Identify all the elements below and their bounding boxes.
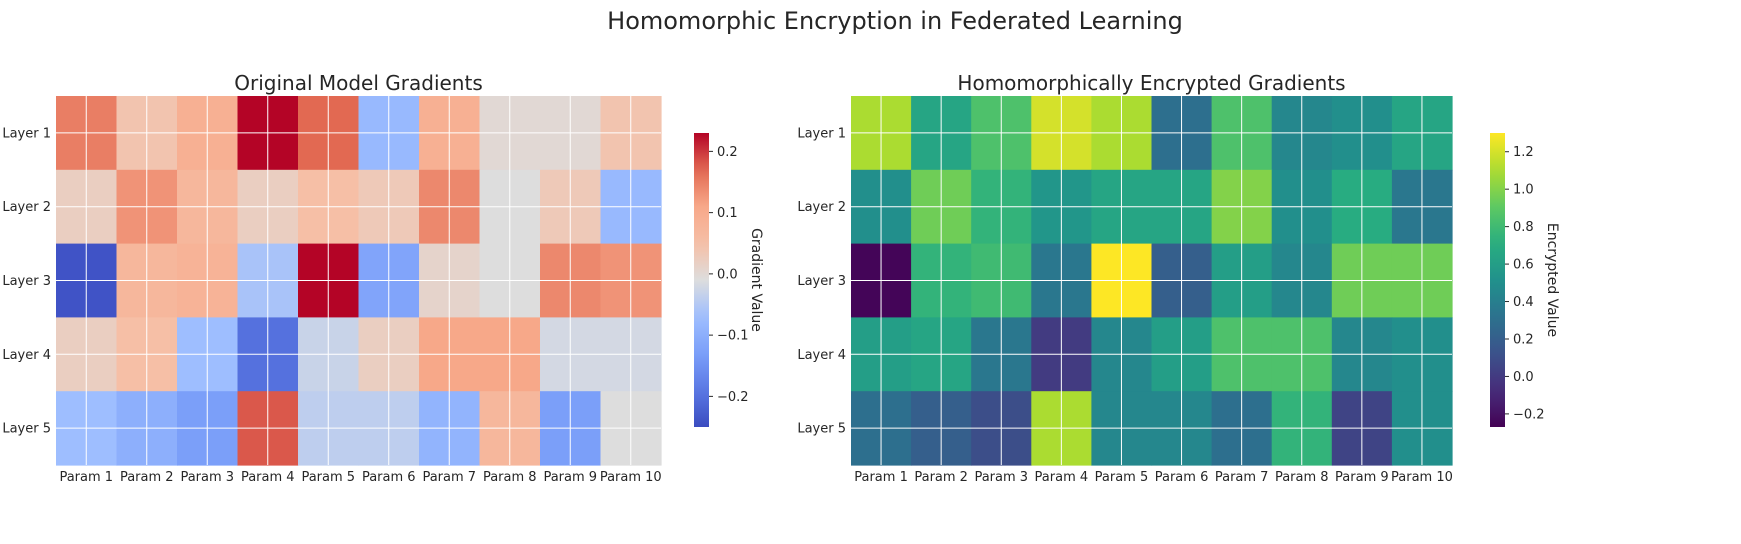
y-tick-label: Layer 4	[2, 348, 51, 363]
colorbar-tick-label: 0.1	[717, 206, 738, 221]
x-tick-label: Param 3	[974, 470, 1028, 485]
x-tick-label: Param 1	[854, 470, 908, 485]
colorbar-gradient	[1490, 133, 1505, 427]
x-tick-label: Param 4	[241, 470, 295, 485]
colorbar-tick-label: 1.2	[1513, 145, 1534, 160]
colorbar: −0.2 0.0 0.2 0.4 0.6 0.8 1.0 1.2 Encrypted Value	[1490, 133, 1560, 427]
colorbar-label: Gradient Value	[748, 228, 764, 332]
x-tick-label: Param 7	[422, 470, 476, 485]
x-tick-label: Param 9	[543, 470, 597, 485]
y-tick-label: Layer 4	[797, 348, 846, 363]
colorbar-label: Encrypted Value	[1544, 223, 1560, 337]
x-tick-label: Param 9	[1335, 470, 1389, 485]
colorbar-tick-label: 0.8	[1513, 220, 1534, 235]
panel-title: Homomorphically Encrypted Gradients	[957, 71, 1345, 95]
y-tick-label: Layer 2	[797, 200, 846, 215]
heatmap-panel-1: Original Model Gradients Layer 1 Layer 2 La…	[2, 71, 764, 485]
y-tick-label: Layer 5	[2, 422, 51, 437]
colorbar-tick-label: 0.2	[1513, 332, 1534, 347]
x-tick-label: Param 5	[1095, 470, 1149, 485]
x-tick-label: Param 1	[59, 470, 113, 485]
heatmap-panel-2: Homomorphically Encrypted Gradients Layer…	[797, 71, 1560, 485]
x-tick-label: Param 5	[301, 470, 355, 485]
figure-title: Homomorphic Encryption in Federated Lear…	[607, 7, 1183, 35]
colorbar-tick-label: 0.6	[1513, 258, 1534, 273]
y-tick-label: Layer 1	[797, 126, 846, 141]
colorbar: −0.2 −0.1 0.0 0.1 0.2 Gradient Value	[694, 133, 764, 427]
colorbar-tick-label: 1.0	[1513, 183, 1534, 198]
x-tick-label: Param 2	[914, 470, 968, 485]
x-tick-label: Param 4	[1035, 470, 1089, 485]
colorbar-tick-label: 0.2	[717, 145, 738, 160]
colorbar-tick-label: 0.0	[1513, 370, 1534, 385]
colorbar-tick-label: 0.0	[717, 267, 738, 282]
x-tick-label: Param 10	[600, 470, 662, 485]
y-tick-label: Layer 3	[797, 274, 846, 289]
colorbar-tick-label: −0.1	[717, 329, 749, 344]
colorbar-gradient	[694, 133, 709, 427]
y-tick-label: Layer 5	[797, 422, 846, 437]
x-tick-label: Param 10	[1391, 470, 1453, 485]
x-tick-label: Param 6	[362, 470, 416, 485]
x-tick-label: Param 8	[1275, 470, 1329, 485]
y-tick-label: Layer 1	[2, 126, 51, 141]
x-tick-label: Param 3	[180, 470, 234, 485]
x-tick-label: Param 6	[1155, 470, 1209, 485]
x-tick-label: Param 7	[1215, 470, 1269, 485]
y-tick-label: Layer 2	[2, 200, 51, 215]
colorbar-tick-label: −0.2	[1513, 407, 1545, 422]
colorbar-tick-label: −0.2	[717, 390, 749, 405]
y-tick-label: Layer 3	[2, 274, 51, 289]
panel-title: Original Model Gradients	[234, 71, 483, 95]
x-tick-label: Param 2	[120, 470, 174, 485]
colorbar-tick-label: 0.4	[1513, 295, 1534, 310]
x-tick-label: Param 8	[483, 470, 537, 485]
